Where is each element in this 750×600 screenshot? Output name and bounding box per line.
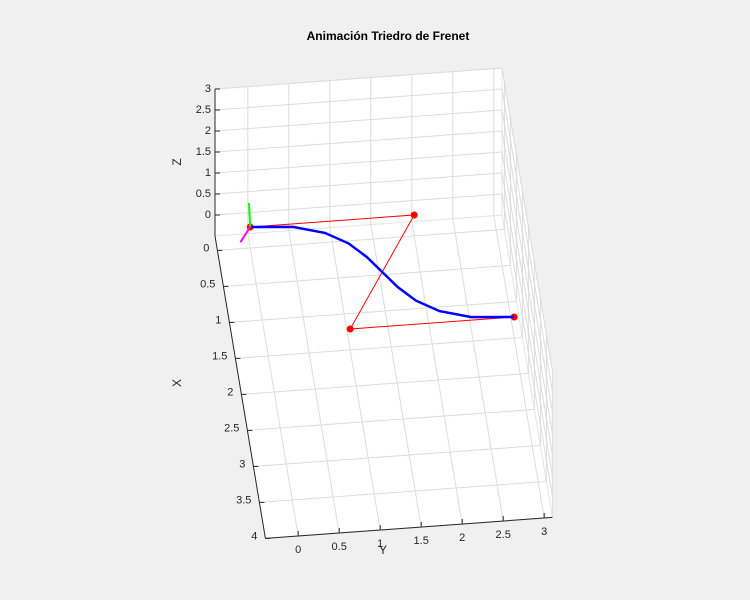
- grid-line: [253, 444, 541, 467]
- x-tick-label: 4: [251, 530, 257, 542]
- grid-line: [235, 336, 523, 359]
- z-axis-label: Z: [170, 158, 184, 165]
- grid-line: [214, 67, 503, 90]
- z-tick-label: 0.5: [196, 188, 211, 200]
- control-point: [346, 325, 354, 333]
- y-tick-label: 2: [459, 532, 465, 544]
- x-tick-label: 1: [215, 314, 221, 326]
- grid-line: [217, 228, 505, 251]
- grid-line: [214, 88, 503, 111]
- y-axis-line: [265, 516, 553, 539]
- x-tick-label: 0: [203, 242, 209, 254]
- grid-line: [501, 88, 553, 392]
- series-line: [239, 226, 252, 243]
- x-tick-label: 3: [239, 458, 245, 470]
- grid-line: [259, 480, 547, 503]
- grid-line: [241, 372, 529, 395]
- y-tick-label: 1: [377, 538, 383, 550]
- series-line: [250, 225, 515, 319]
- z-tick-label: 3: [205, 83, 211, 95]
- z-tick-label: 2.5: [196, 104, 211, 116]
- grid-line: [501, 109, 553, 413]
- grid-line: [493, 215, 545, 519]
- grid-line: [501, 130, 553, 434]
- grid-line: [214, 130, 503, 153]
- grid-line: [214, 193, 503, 216]
- grid-line: [223, 264, 511, 287]
- grid-line: [501, 67, 553, 371]
- x-tick-label: 2: [227, 386, 233, 398]
- grid-line: [329, 227, 381, 531]
- y-tick-label: 1.5: [414, 535, 429, 547]
- grid-line: [247, 408, 535, 431]
- grid-line: [501, 151, 553, 455]
- grid-line: [501, 172, 553, 476]
- z-tick-label: 2: [205, 125, 211, 137]
- x-tick-label: 2.5: [224, 422, 239, 434]
- grid-line: [229, 300, 517, 323]
- back-wall: [214, 67, 503, 237]
- x-tick-label: 3.5: [236, 494, 251, 506]
- z-tick-label: 0: [205, 209, 211, 221]
- y-tick-label: 0.5: [332, 541, 347, 553]
- series-line: [248, 202, 252, 228]
- grid-line: [214, 109, 503, 132]
- y-tick-label: 2.5: [496, 529, 511, 541]
- x-axis-label: X: [170, 379, 184, 387]
- y-tick-label: 0: [295, 544, 301, 556]
- grid-line: [370, 224, 422, 528]
- grid-line: [214, 151, 503, 174]
- grid-line: [288, 230, 340, 534]
- y-tick-label: 3: [541, 526, 547, 538]
- control-point: [410, 211, 418, 219]
- grid-line: [452, 218, 504, 522]
- x-tick-label: 0.5: [200, 278, 215, 290]
- y-axis-label: Y: [379, 543, 387, 557]
- grid-line: [411, 221, 463, 525]
- z-tick-label: 1.5: [196, 146, 211, 158]
- x-tick-label: 1.5: [212, 350, 227, 362]
- grid-line: [501, 193, 553, 497]
- x-axis-line: [214, 235, 266, 539]
- grid-line: [247, 233, 299, 537]
- grid-line: [214, 172, 503, 195]
- chart-title: Animación Triedro de Frenet: [307, 29, 470, 43]
- z-tick-label: 1: [205, 167, 211, 179]
